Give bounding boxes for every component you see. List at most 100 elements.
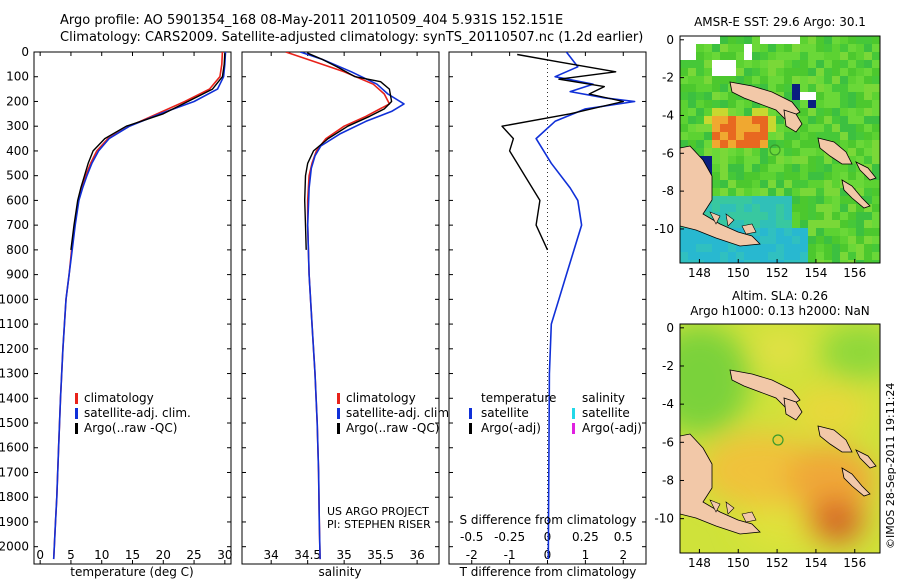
- sst-cell: [720, 116, 728, 124]
- sst-cell: [792, 244, 800, 252]
- solomon-island-shape: [855, 161, 877, 181]
- missing-data-cell: [680, 36, 696, 60]
- sst-cell: [728, 244, 736, 252]
- sst-cell: [784, 68, 792, 76]
- depth-tick-label: 900: [6, 268, 29, 282]
- sst-cell: [760, 44, 768, 52]
- sst-cell: [720, 140, 728, 148]
- sst-cell: [768, 84, 776, 92]
- depth-tick-label: 1600: [0, 441, 29, 455]
- sst-cell: [688, 100, 696, 108]
- sst-cell: [872, 108, 880, 116]
- latitude-tick-label: 0: [666, 33, 674, 47]
- sst-cell: [808, 140, 816, 148]
- sst-map-frame: [679, 35, 881, 264]
- sst-cell: [856, 156, 864, 164]
- sst-cell: [808, 124, 816, 132]
- sst-cell: [856, 108, 864, 116]
- sst-cell: [776, 220, 784, 228]
- sst-cell: [856, 84, 864, 92]
- sst-cell: [864, 52, 872, 60]
- sst-cell: [872, 76, 880, 84]
- sst-cell: [816, 52, 824, 60]
- sst-cell: [816, 244, 824, 252]
- sst-cell: [824, 92, 832, 100]
- sst-cell: [824, 204, 832, 212]
- sst-cell: [832, 236, 840, 244]
- sst-cell: [848, 252, 856, 260]
- sst-cell: [832, 100, 840, 108]
- solomon-island-shape: [841, 179, 871, 209]
- sst-cell: [720, 148, 728, 156]
- sst-cell: [864, 76, 872, 84]
- sst-cell: [776, 252, 784, 260]
- sst-cell: [720, 252, 728, 260]
- sst-cell: [800, 132, 808, 140]
- sst-cell: [704, 108, 712, 116]
- sla-map-frame: [679, 323, 881, 554]
- sst-cell: [832, 52, 840, 60]
- sst-cell: [832, 68, 840, 76]
- x-tick-label: 15: [125, 548, 140, 562]
- sst-cell: [824, 164, 832, 172]
- cold-anomaly-cell: [808, 100, 816, 108]
- sst-cell: [816, 124, 824, 132]
- sst-cell: [840, 228, 848, 236]
- sst-cell: [696, 252, 704, 260]
- series-line-argo-raw-qc-: [70, 53, 226, 250]
- sst-cell: [872, 84, 880, 92]
- sst-cell: [800, 76, 808, 84]
- sst-cell: [816, 68, 824, 76]
- sst-cell: [752, 116, 760, 124]
- sst-cell: [768, 76, 776, 84]
- sst-cell: [752, 76, 760, 84]
- longitude-tick-label: 156: [843, 556, 866, 570]
- salinity-y-ticks: [242, 51, 439, 548]
- x-tick-label: 34.5: [294, 548, 321, 562]
- sst-cell: [744, 68, 752, 76]
- longitude-tick-label: 148: [688, 266, 711, 280]
- sst-cell: [728, 156, 736, 164]
- sst-cell: [800, 164, 808, 172]
- depth-tick-label: 2000: [0, 540, 29, 554]
- sst-cell: [792, 60, 800, 68]
- sst-cell: [808, 164, 816, 172]
- sst-cell: [712, 76, 720, 84]
- temperature-plot-frame: [33, 51, 232, 565]
- sst-cell: [872, 252, 880, 260]
- depth-tick-label: 1000: [0, 292, 29, 306]
- depth-tick-label: 500: [6, 169, 29, 183]
- depth-tick-label: 200: [6, 94, 29, 108]
- sst-cell: [776, 196, 784, 204]
- sst-cell: [840, 60, 848, 68]
- latitude-tick-label: -6: [662, 146, 674, 160]
- sst-cell: [760, 108, 768, 116]
- sst-cell: [744, 124, 752, 132]
- legend-label-t-satellite: satellite: [481, 406, 529, 420]
- sst-cell: [840, 164, 848, 172]
- sst-cell: [824, 116, 832, 124]
- sst-cell: [808, 220, 816, 228]
- s-diff-tick-label: -0.5: [460, 530, 483, 544]
- sst-cell: [696, 124, 704, 132]
- sst-cell: [792, 236, 800, 244]
- bougainville-land-shape: [817, 425, 853, 453]
- sst-cell: [704, 212, 712, 220]
- sst-cell: [872, 260, 880, 263]
- sst-cell: [736, 148, 744, 156]
- sst-cell: [704, 92, 712, 100]
- sst-cell: [800, 36, 808, 44]
- sst-cell: [864, 92, 872, 100]
- sst-cell: [856, 188, 864, 196]
- sst-cell: [696, 116, 704, 124]
- sst-cell: [768, 252, 776, 260]
- sst-cell: [688, 124, 696, 132]
- sst-cell: [872, 220, 880, 228]
- sst-cell: [816, 164, 824, 172]
- sst-cell: [688, 132, 696, 140]
- sst-cell: [872, 68, 880, 76]
- sst-cell: [800, 212, 808, 220]
- sst-cell: [832, 172, 840, 180]
- sst-cell: [816, 260, 824, 263]
- sst-cell: [840, 92, 848, 100]
